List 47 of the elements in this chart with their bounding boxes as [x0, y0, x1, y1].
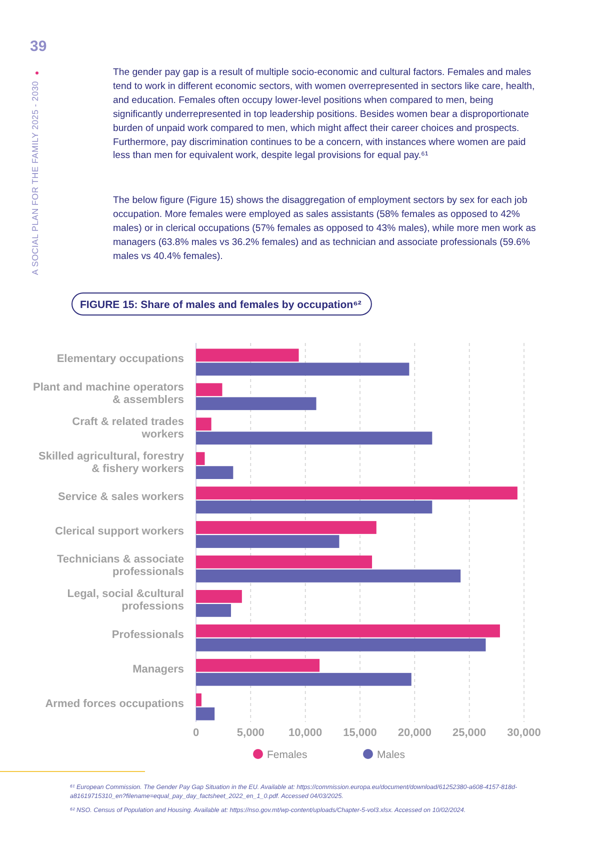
- bar: [196, 624, 500, 638]
- chart-title: FIGURE 15: Share of males and females by occupation⁶²: [80, 299, 362, 311]
- y-tick-label: Clerical support workers: [55, 526, 184, 538]
- legend-label: Females: [267, 749, 308, 761]
- bar: [196, 500, 432, 514]
- bar: [196, 486, 518, 500]
- bar: [196, 556, 372, 568]
- y-tick-label: Managers: [132, 663, 184, 676]
- x-tick-label: 5,000: [236, 726, 264, 739]
- bar: [196, 535, 340, 548]
- text: A SOCIAL PLAN FOR THE FAMILY 2025 - 2030: [30, 80, 40, 275]
- bar: [196, 604, 231, 617]
- legend-label: Males: [377, 749, 406, 761]
- bar: [196, 432, 432, 445]
- bar: [196, 570, 461, 582]
- bar: [196, 521, 376, 534]
- bar: [196, 397, 316, 410]
- bar: [196, 452, 205, 466]
- bar: [196, 362, 410, 376]
- bar: [196, 590, 242, 603]
- bar: [196, 638, 486, 652]
- y-tick-label: Craft & related trades workers: [72, 416, 184, 440]
- bar: [196, 466, 234, 480]
- bar: [196, 672, 412, 686]
- y-tick-label: Professionals: [112, 628, 184, 641]
- y-tick-label: Armed forces occupations: [45, 698, 184, 710]
- y-tick-label: Elementary occupations: [56, 353, 184, 366]
- bar: [196, 707, 215, 720]
- text: 39: [30, 38, 47, 55]
- text: The gender pay gap is a result of multiple socio-economic and cultural factors. Females and males tend to work in different economic sectors, with women overrepresented in sectors like care, health, and education. Females often occupy lower-level positions when compared to men, being significantly underrepresented in top leadership positions. Besides women bear a disproportionate burden of unpaid work compared to men, which might affect their career choices and prospects. Furthermore, pay discrimination continues to be a concern, with instances where women are paid less than men for equivalent work, despite legal provisions for equal pay.⁶¹: [113, 66, 536, 164]
- y-tick-label: Technicians & associate professionals: [57, 554, 184, 578]
- bar: [196, 348, 299, 362]
- x-tick-label: 0: [192, 726, 200, 739]
- x-tick-label: 10,000: [288, 726, 322, 739]
- bar: [196, 693, 202, 706]
- x-tick-label: 15,000: [343, 726, 377, 739]
- y-tick-label: Legal, social &cultural professions: [67, 588, 184, 613]
- bar: [196, 383, 222, 396]
- x-tick-label: 30,000: [507, 726, 541, 739]
- bar: [196, 658, 320, 672]
- text: The below figure (Figure 15) shows the disaggregation of employment sectors by sex for each job occupation. More females were employed as sales assistants (58% females as opposed to 42% males) or in clerical occupations (57% females as opposed to 43% males), while more men work as managers (63.8% males vs 36.2% females) and as technician and associate professionals (59.6% males vs 40.4% females).: [113, 194, 537, 264]
- y-tick-label: Skilled agricultural, forestry & fishery workers: [38, 450, 185, 475]
- bar: [196, 418, 212, 431]
- x-tick-label: 25,000: [452, 726, 486, 739]
- y-tick-label: Plant and machine operators & assemblers: [33, 381, 184, 406]
- x-tick-label: 20,000: [398, 726, 432, 739]
- y-tick-label: Service & sales workers: [58, 491, 184, 504]
